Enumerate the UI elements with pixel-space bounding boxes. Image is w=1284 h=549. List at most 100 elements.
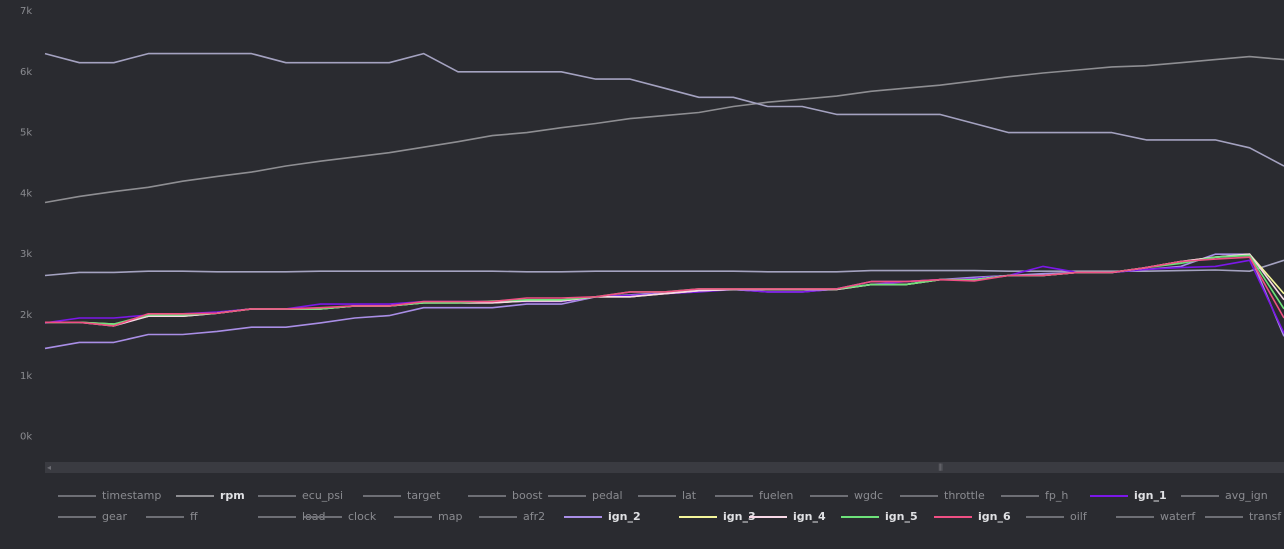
y-tick-label: 1k xyxy=(20,371,32,382)
legend-label: rpm xyxy=(220,489,245,502)
legend-item-ign-5[interactable]: ign_5 xyxy=(841,506,918,527)
series-line-ign-3 xyxy=(45,253,1284,325)
legend-label: pedal xyxy=(592,489,623,502)
legend-item-target[interactable]: target xyxy=(363,485,440,506)
legend-swatch xyxy=(638,494,676,497)
legend-item-ign-6[interactable]: ign_6 xyxy=(934,506,1011,527)
legend-swatch xyxy=(715,494,753,497)
legend-label: oilf xyxy=(1070,510,1087,523)
legend-label: lat xyxy=(682,489,697,502)
legend-swatch xyxy=(146,515,184,518)
legend-item-clock[interactable]: clock xyxy=(304,506,376,527)
legend-label: boost xyxy=(512,489,543,502)
legend-label: fp_h xyxy=(1045,489,1069,502)
legend-label: throttle xyxy=(944,489,985,502)
legend-swatch xyxy=(258,494,296,497)
legend-item-lat[interactable]: lat xyxy=(638,485,696,506)
legend-swatch xyxy=(1205,515,1243,518)
legend-label: ecu_psi xyxy=(302,489,344,502)
series-line-rpm xyxy=(44,55,1284,204)
series-line-ign-5 xyxy=(45,254,1284,325)
y-tick-label: 3k xyxy=(20,249,32,260)
legend-item-boost[interactable]: boost xyxy=(468,485,543,506)
legend-label: ff xyxy=(190,510,198,523)
legend-swatch xyxy=(1116,515,1154,518)
legend-swatch xyxy=(810,494,848,497)
legend-swatch xyxy=(900,494,938,497)
legend-item-throttle[interactable]: throttle xyxy=(900,485,985,506)
legend-swatch xyxy=(564,515,602,518)
scroll-grip-handle[interactable]: ||| xyxy=(938,463,943,471)
legend-item-afr2[interactable]: afr2 xyxy=(479,506,545,527)
legend-item-ecu-psi[interactable]: ecu_psi xyxy=(258,485,343,506)
legend-swatch xyxy=(468,494,506,497)
legend-swatch xyxy=(841,515,879,518)
legend-swatch xyxy=(679,515,717,518)
legend-item-transf[interactable]: transf xyxy=(1205,506,1281,527)
legend-label: ign_6 xyxy=(978,510,1011,523)
legend-label: wgdc xyxy=(854,489,884,502)
legend-item-avg-ign[interactable]: avg_ign xyxy=(1181,485,1268,506)
legend-item-waterf[interactable]: waterf xyxy=(1116,506,1195,527)
legend-item-ign-3[interactable]: ign_3 xyxy=(679,506,756,527)
y-tick-label: 7k xyxy=(20,6,32,17)
legend-swatch xyxy=(749,515,787,518)
legend-swatch xyxy=(1026,515,1064,518)
legend-row: gearffloadclockmapafr2ign_2ign_3ign_4ign… xyxy=(58,506,1284,527)
y-tick-label: 6k xyxy=(20,67,32,78)
legend-item-fuelen[interactable]: fuelen xyxy=(715,485,793,506)
legend-label: timestamp xyxy=(102,489,162,502)
legend-item-ign-4[interactable]: ign_4 xyxy=(749,506,826,527)
series-line-ign-2 xyxy=(44,253,1284,350)
chart-scrollbar[interactable]: ◂ ||| xyxy=(45,462,1284,473)
series-line-ign-6 xyxy=(45,256,1284,327)
scroll-left-arrow-icon[interactable]: ◂ xyxy=(47,463,52,472)
legend-swatch xyxy=(934,515,972,518)
legend-item-ign-2[interactable]: ign_2 xyxy=(564,506,641,527)
series-line-ign-4 xyxy=(45,253,1284,327)
legend-item-gear[interactable]: gear xyxy=(58,506,127,527)
legend-label: map xyxy=(438,510,463,523)
legend-item-ff[interactable]: ff xyxy=(146,506,198,527)
y-tick-label: 4k xyxy=(20,188,32,199)
series-line-avg-ign xyxy=(44,259,1284,277)
legend-label: target xyxy=(407,489,441,502)
legend-label: avg_ign xyxy=(1225,489,1268,502)
chart-legend: timestamp rpm ecu_psi target boost pedal lat fu… xyxy=(58,485,1284,527)
legend-label: transf xyxy=(1249,510,1282,523)
legend-item-map[interactable]: map xyxy=(394,506,462,527)
line-chart[interactable]: 7k 6k 5k 4k 3k 2k 1k 0k xyxy=(0,0,1284,460)
legend-swatch xyxy=(176,494,214,497)
legend-swatch xyxy=(394,515,432,518)
legend-item-wgdc[interactable]: wgdc xyxy=(810,485,883,506)
legend-label: ign_5 xyxy=(885,510,918,523)
legend-swatch xyxy=(258,515,296,518)
legend-swatch xyxy=(363,494,401,497)
legend-item-oilf[interactable]: oilf xyxy=(1026,506,1087,527)
legend-label: fuelen xyxy=(759,489,794,502)
legend-swatch xyxy=(58,494,96,497)
legend-label: ign_2 xyxy=(608,510,641,523)
legend-item-fp-h[interactable]: fp_h xyxy=(1001,485,1068,506)
legend-item-ign-1[interactable]: ign_1 xyxy=(1090,485,1167,506)
series-line-ecu-psi xyxy=(44,52,1284,167)
legend-label: ign_3 xyxy=(723,510,756,523)
legend-swatch xyxy=(1001,494,1039,497)
legend-swatch xyxy=(1181,494,1219,497)
legend-label: ign_1 xyxy=(1134,489,1167,502)
legend-label: afr2 xyxy=(523,510,546,523)
legend-item-rpm[interactable]: rpm xyxy=(176,485,245,506)
legend-label: ign_4 xyxy=(793,510,826,523)
legend-swatch xyxy=(58,515,96,518)
legend-item-pedal[interactable]: pedal xyxy=(548,485,623,506)
y-tick-label: 2k xyxy=(20,310,32,321)
legend-row: timestamp rpm ecu_psi target boost pedal lat fu… xyxy=(58,485,1284,506)
y-tick-label: 0k xyxy=(20,432,32,443)
legend-label: waterf xyxy=(1160,510,1196,523)
y-tick-label: 5k xyxy=(20,128,32,139)
legend-item-timestamp[interactable]: timestamp xyxy=(58,485,161,506)
legend-label: clock xyxy=(348,510,377,523)
legend-swatch xyxy=(548,494,586,497)
legend-swatch xyxy=(479,515,517,518)
legend-swatch xyxy=(1090,494,1128,497)
